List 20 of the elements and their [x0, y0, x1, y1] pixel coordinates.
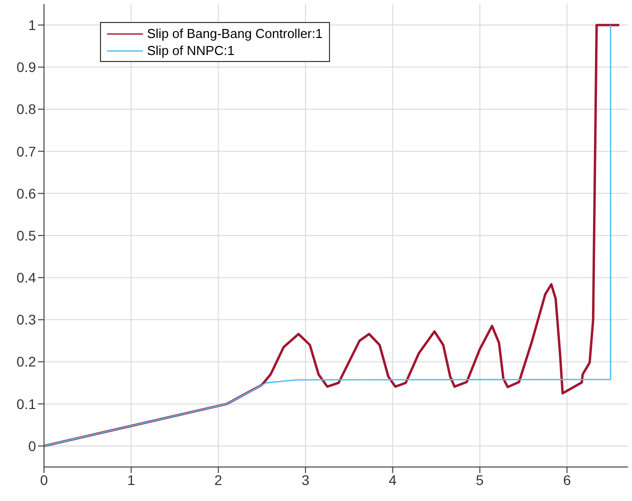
y-tick-label: 0.9: [16, 59, 36, 76]
x-tick-label: 5: [476, 472, 484, 488]
y-tick-label: 0: [28, 438, 36, 454]
x-tick-label: 0: [40, 472, 48, 488]
x-tick-label: 1: [127, 472, 136, 488]
legend-label: Slip of NNPC:1: [147, 42, 234, 59]
y-tick-label: 0.3: [16, 312, 36, 328]
y-tick-label: 0.4: [16, 270, 36, 286]
x-tick-label: 6: [563, 472, 572, 488]
y-tick-label: 0.2: [16, 354, 36, 370]
legend-label: Slip of Bang-Bang Controller:1: [147, 25, 323, 42]
y-tick-label: 0.5: [16, 227, 36, 244]
y-tick-label: 0.1: [16, 396, 36, 412]
x-tick-label: 2: [214, 472, 222, 488]
x-tick-label: 3: [302, 472, 310, 488]
y-tick-label: 0.8: [16, 101, 36, 118]
y-tick-label: 1: [28, 17, 36, 34]
y-tick-label: 0.6: [16, 185, 36, 202]
x-tick-label: 4: [388, 472, 397, 488]
y-tick-label: 0.7: [16, 143, 36, 160]
